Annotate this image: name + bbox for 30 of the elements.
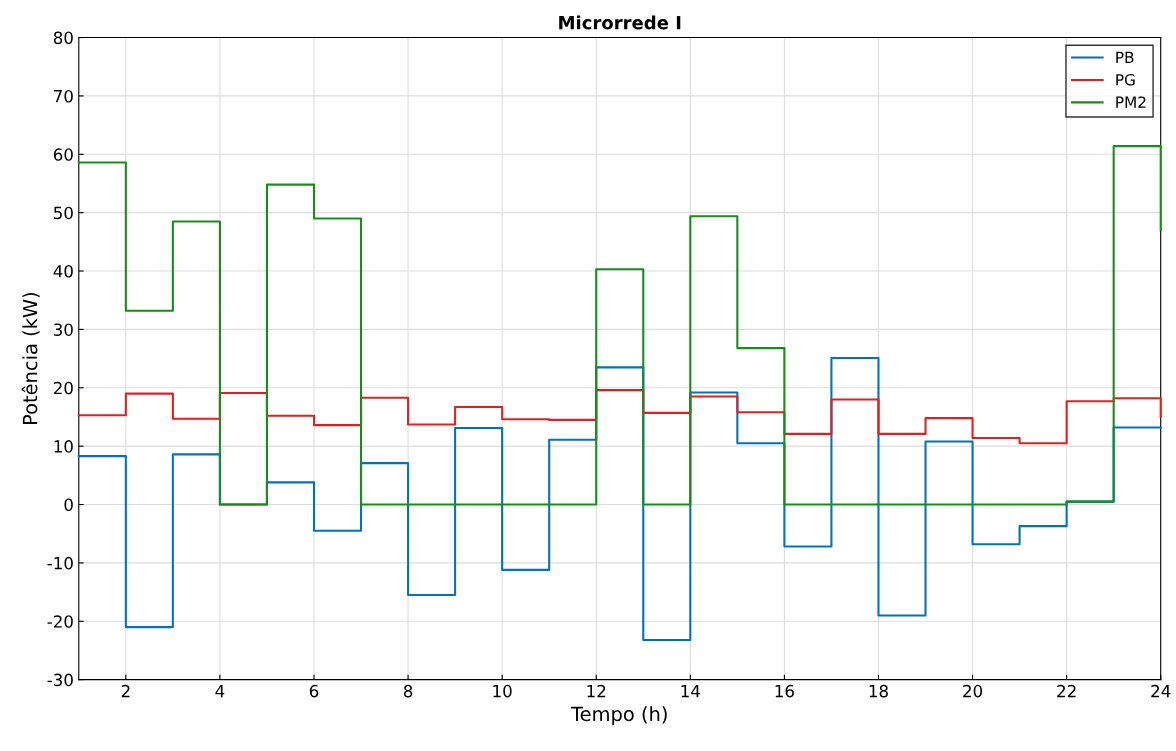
x-tick-label: 18 — [869, 684, 888, 698]
y-tick-label: 20 — [53, 381, 73, 395]
x-tick-label: 4 — [215, 685, 225, 698]
y-tick-label: 80 — [53, 31, 73, 45]
x-axis-title: Tempo (h) — [571, 706, 667, 726]
x-tick-label: 24 — [1151, 684, 1171, 698]
x-tick-label: 16 — [775, 684, 794, 698]
x-tick-label: 20 — [963, 684, 983, 698]
y-tick-label: 70 — [54, 89, 73, 103]
x-tick-label: 8 — [403, 684, 413, 698]
chart-title: Microrrede I — [559, 15, 681, 30]
x-tick-label: 2 — [121, 684, 130, 698]
y-tick-label: 50 — [54, 206, 73, 220]
legend-label: PM2 — [1116, 96, 1146, 108]
x-tick-label: 6 — [309, 684, 319, 698]
x-tick-label: 12 — [587, 684, 606, 698]
legend-label: PB — [1116, 51, 1134, 63]
legend-label: PG — [1116, 73, 1135, 86]
x-tick-label: 22 — [1057, 684, 1076, 698]
x-tick-label: 14 — [681, 685, 700, 698]
y-tick-label: -30 — [47, 673, 73, 687]
x-tick-label: 10 — [493, 684, 512, 698]
y-axis-title: Potência (kW) — [21, 292, 40, 425]
y-tick-label: 10 — [54, 440, 73, 453]
y-tick-label: -20 — [47, 615, 73, 628]
y-tick-label: 0 — [64, 498, 73, 512]
y-tick-label: 40 — [53, 265, 73, 278]
y-tick-label: -10 — [47, 556, 73, 570]
y-tick-label: 30 — [53, 323, 73, 336]
y-tick-label: 60 — [53, 148, 73, 161]
